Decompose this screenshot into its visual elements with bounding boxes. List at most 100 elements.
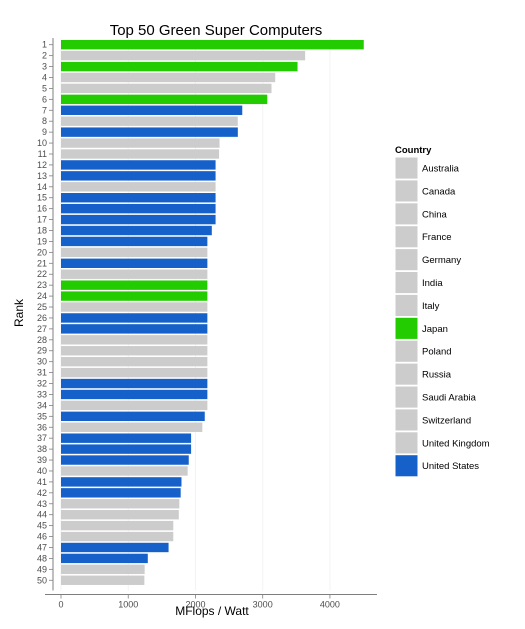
legend-swatch — [394, 293, 419, 317]
y-tick-label: 33 — [37, 389, 47, 399]
bar-rank-29 — [61, 346, 208, 356]
legend-label: Canada — [422, 186, 456, 197]
bar-rank-4 — [61, 72, 276, 83]
y-tick-label: 16 — [37, 204, 47, 214]
x-tick-label: 2000 — [185, 600, 205, 610]
y-tick-label: 8 — [42, 116, 47, 126]
y-tick-label: 41 — [37, 477, 47, 487]
y-tick-label: 37 — [37, 433, 47, 443]
legend-swatch — [394, 248, 419, 272]
y-tick-label: 2 — [42, 51, 47, 61]
bar-rank-12 — [61, 160, 216, 170]
y-tick-label: 24 — [37, 291, 47, 301]
bar-rank-49 — [61, 564, 145, 575]
legend-label: Saudi Arabia — [422, 392, 477, 403]
x-tick-label: 1000 — [118, 600, 138, 610]
legend-label: Russia — [422, 370, 452, 381]
y-tick-label: 25 — [37, 302, 47, 312]
bar-rank-41 — [61, 477, 182, 487]
y-tick-label: 11 — [38, 149, 47, 159]
legend-label: China — [422, 209, 448, 220]
bar-rank-1 — [61, 40, 364, 50]
bar-rank-17 — [61, 214, 216, 225]
y-tick-label: 27 — [37, 324, 47, 334]
y-tick-label: 28 — [37, 335, 47, 345]
bar-rank-47 — [61, 542, 169, 553]
y-tick-label: 50 — [37, 575, 47, 585]
legend-label: Australia — [422, 163, 460, 174]
y-tick-label: 40 — [37, 466, 47, 476]
y-tick-label: 34 — [37, 400, 47, 410]
bar-rank-33 — [61, 389, 208, 400]
y-tick-label: 17 — [37, 215, 47, 225]
bar-rank-9 — [61, 127, 238, 137]
bar-rank-39 — [61, 455, 189, 465]
y-tick-label: 26 — [37, 313, 47, 323]
legend-swatch — [394, 316, 419, 340]
bar-rank-3 — [61, 61, 298, 72]
y-tick-label: 18 — [37, 226, 47, 236]
bar-rank-45 — [61, 520, 174, 531]
bar-rank-48 — [61, 553, 148, 564]
bars-group — [61, 40, 364, 585]
bar-rank-43 — [61, 499, 180, 509]
legend: Country Australia Canada China France German… — [394, 145, 490, 478]
legend-label: Germany — [422, 255, 461, 266]
y-tick-label: 14 — [37, 182, 47, 192]
x-axis-label: MFlops / Watt — [175, 604, 249, 618]
legend-swatch — [394, 454, 419, 478]
y-tick-label: 36 — [37, 422, 47, 432]
y-tick-label: 9 — [42, 127, 47, 137]
y-tick-label: 7 — [42, 105, 47, 115]
y-tick-label: 29 — [37, 346, 47, 356]
y-axis: 1234567891011121314151617181920212223242… — [37, 38, 54, 591]
legend-label: United States — [422, 461, 479, 472]
y-tick-label: 43 — [37, 499, 47, 509]
y-tick-label: 21 — [37, 258, 47, 268]
bar-rank-37 — [61, 433, 192, 443]
bar-rank-27 — [61, 324, 208, 334]
y-tick-label: 13 — [37, 171, 47, 181]
bar-rank-11 — [61, 149, 220, 159]
legend-label: Poland — [422, 347, 452, 358]
y-tick-label: 4 — [42, 72, 47, 82]
bar-rank-24 — [61, 291, 208, 301]
bar-rank-19 — [61, 236, 208, 247]
y-tick-label: 6 — [42, 94, 47, 104]
legend-swatch — [394, 339, 419, 363]
bar-rank-22 — [61, 269, 208, 279]
bar-rank-38 — [61, 444, 192, 454]
bar-rank-10 — [61, 138, 220, 148]
bar-rank-31 — [61, 367, 208, 378]
bar-rank-16 — [61, 203, 216, 214]
y-tick-label: 1 — [42, 40, 47, 50]
bar-rank-36 — [61, 422, 203, 432]
y-tick-label: 15 — [37, 193, 47, 203]
legend-swatch — [394, 271, 419, 295]
y-tick-label: 3 — [42, 62, 47, 72]
y-tick-label: 5 — [42, 83, 47, 93]
bar-rank-26 — [61, 313, 208, 323]
y-tick-label: 39 — [37, 455, 47, 465]
legend-label: United Kingdom — [422, 438, 490, 449]
y-tick-label: 20 — [37, 247, 47, 257]
y-tick-label: 45 — [37, 521, 47, 531]
legend-swatch — [394, 225, 419, 249]
bar-rank-15 — [61, 193, 216, 203]
y-tick-label: 32 — [37, 379, 47, 389]
bar-rank-7 — [61, 105, 243, 115]
x-axis: 0 1000 2000 3000 4000 — [45, 594, 377, 610]
bar-rank-20 — [61, 247, 208, 258]
bar-rank-34 — [61, 400, 208, 411]
legend-label: Italy — [422, 301, 440, 312]
bar-rank-6 — [61, 94, 268, 105]
x-tick-label: 0 — [58, 600, 63, 610]
y-tick-label: 49 — [37, 564, 47, 574]
y-tick-label: 19 — [37, 236, 47, 246]
y-axis-label: Rank — [12, 298, 26, 327]
bar-rank-30 — [61, 356, 208, 367]
y-tick-label: 30 — [37, 357, 47, 367]
legend-swatch — [394, 202, 419, 226]
bar-rank-35 — [61, 411, 205, 422]
